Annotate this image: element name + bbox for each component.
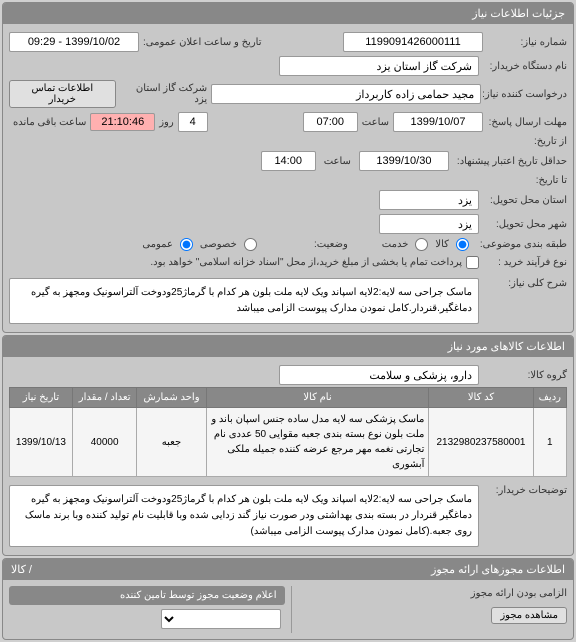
status-select[interactable] xyxy=(161,609,281,629)
buyer-org-label: نام دستگاه خریدار: xyxy=(487,61,567,72)
th-code: کد کالا xyxy=(429,388,533,408)
view-perm-button[interactable]: مشاهده مجوز xyxy=(491,607,567,624)
budget-label: طبقه بندی موضوعی: xyxy=(480,239,567,250)
deadline-label: مهلت ارسال پاسخ: xyxy=(487,117,567,128)
private-radio-label: خصوصی xyxy=(200,239,237,250)
hour-label-1: ساعت xyxy=(362,117,389,128)
need-info-header: جزئیات اطلاعات نیاز xyxy=(3,3,573,24)
requester-label: درخواست کننده نیاز: xyxy=(485,89,567,100)
private-radio[interactable] xyxy=(244,238,257,251)
goods-group-input[interactable] xyxy=(279,365,479,385)
buyer-notes-box: ماسک جراحی سه لایه:2لایه اسپاند ویک لایه… xyxy=(9,485,479,547)
deadline-time-input[interactable] xyxy=(303,112,358,132)
need-info-panel: جزئیات اطلاعات نیاز شماره نیاز: تاریخ و … xyxy=(2,2,574,333)
service-radio-label: خدمت xyxy=(382,239,409,250)
service-radio[interactable] xyxy=(415,238,428,251)
public-radio-label: عمومی xyxy=(142,239,173,250)
goods-col-label: / کالا xyxy=(11,563,32,576)
perms-title: اطلاعات مجوزهای ارائه مجوز xyxy=(431,563,565,576)
requester-input[interactable] xyxy=(211,84,481,104)
public-date-label: تاریخ و ساعت اعلان عمومی: xyxy=(143,37,262,48)
cell-row: 1 xyxy=(533,408,566,477)
countdown: 21:10:46 xyxy=(90,113,155,131)
th-unit: واحد شمارش xyxy=(137,388,206,408)
from-date-label: از تاریخ: xyxy=(487,136,567,147)
goods-panel: اطلاعات کالاهای مورد نیاز گروه کالا: ردی… xyxy=(2,335,574,556)
hour-label-2: ساعت xyxy=(324,156,351,167)
desc-box: ماسک جراحی سه لایه:2لایه اسپاند ویک لایه… xyxy=(9,278,479,324)
th-row: ردیف xyxy=(533,388,566,408)
table-row[interactable]: 1 2132980237580001 ماسک پزشکی سه لایه مد… xyxy=(10,408,567,477)
perms-header: اطلاعات مجوزهای ارائه مجوز / کالا xyxy=(3,559,573,580)
process-note: پرداخت تمام یا بخشی از مبلغ خرید،از محل … xyxy=(150,255,462,270)
cell-name: ماسک پزشکی سه لایه مدل ساده جنس اسپان با… xyxy=(206,408,429,477)
days-input[interactable] xyxy=(178,112,208,132)
deadline-date-input[interactable] xyxy=(393,112,483,132)
credit-min-label: حداقل تاریخ اعتبار پیشنهاد: xyxy=(457,156,567,167)
process-checkbox[interactable] xyxy=(466,256,479,269)
th-date: تاریخ نیاز xyxy=(10,388,73,408)
province-input[interactable] xyxy=(379,190,479,210)
status-header: اعلام وضعیت مجوز توسط تامین کننده xyxy=(9,586,285,605)
goods-header: اطلاعات کالاهای مورد نیاز xyxy=(3,336,573,357)
public-radio[interactable] xyxy=(180,238,193,251)
has-perm-label: الزامی بودن ارائه مجوز xyxy=(292,586,568,601)
cell-code: 2132980237580001 xyxy=(429,408,533,477)
need-no-label: شماره نیاز: xyxy=(487,37,567,48)
valid-date-label: تا تاریخ: xyxy=(487,175,567,186)
valid-time-input[interactable] xyxy=(261,151,316,171)
status-label: وضعیت: xyxy=(268,239,348,250)
goods-group-label: گروه کالا: xyxy=(487,370,567,381)
need-no-input[interactable] xyxy=(343,32,483,52)
th-name: نام کالا xyxy=(206,388,429,408)
perms-panel: اطلاعات مجوزهای ارائه مجوز / کالا الزامی… xyxy=(2,558,574,640)
day-label: روز xyxy=(159,117,174,128)
th-qty: تعداد / مقدار xyxy=(72,388,137,408)
process-type-label: نوع فرآیند خرید : xyxy=(487,257,567,268)
buyer-notes-label: توضیحات خریدار: xyxy=(487,485,567,496)
cell-date: 1399/10/13 xyxy=(10,408,73,477)
province-label: استان محل تحویل: xyxy=(487,195,567,206)
city-input[interactable] xyxy=(379,214,479,234)
remain-label: ساعت باقی مانده xyxy=(13,117,86,128)
buyer-org-input[interactable] xyxy=(279,56,479,76)
contact-button[interactable]: اطلاعات تماس خریدار xyxy=(9,80,116,108)
goods-radio-label: کالا xyxy=(435,239,449,250)
public-date-input[interactable] xyxy=(9,32,139,52)
goods-radio[interactable] xyxy=(456,238,469,251)
desc-label: شرح کلی نیاز: xyxy=(487,278,567,289)
valid-date-input[interactable] xyxy=(359,151,449,171)
cell-qty: 40000 xyxy=(72,408,137,477)
requester-sub: شرکت گاز استان یزد xyxy=(124,83,208,105)
cell-unit: جعبه xyxy=(137,408,206,477)
goods-table: ردیف کد کالا نام کالا واحد شمارش تعداد /… xyxy=(9,387,567,477)
city-label: شهر محل تحویل: xyxy=(487,219,567,230)
